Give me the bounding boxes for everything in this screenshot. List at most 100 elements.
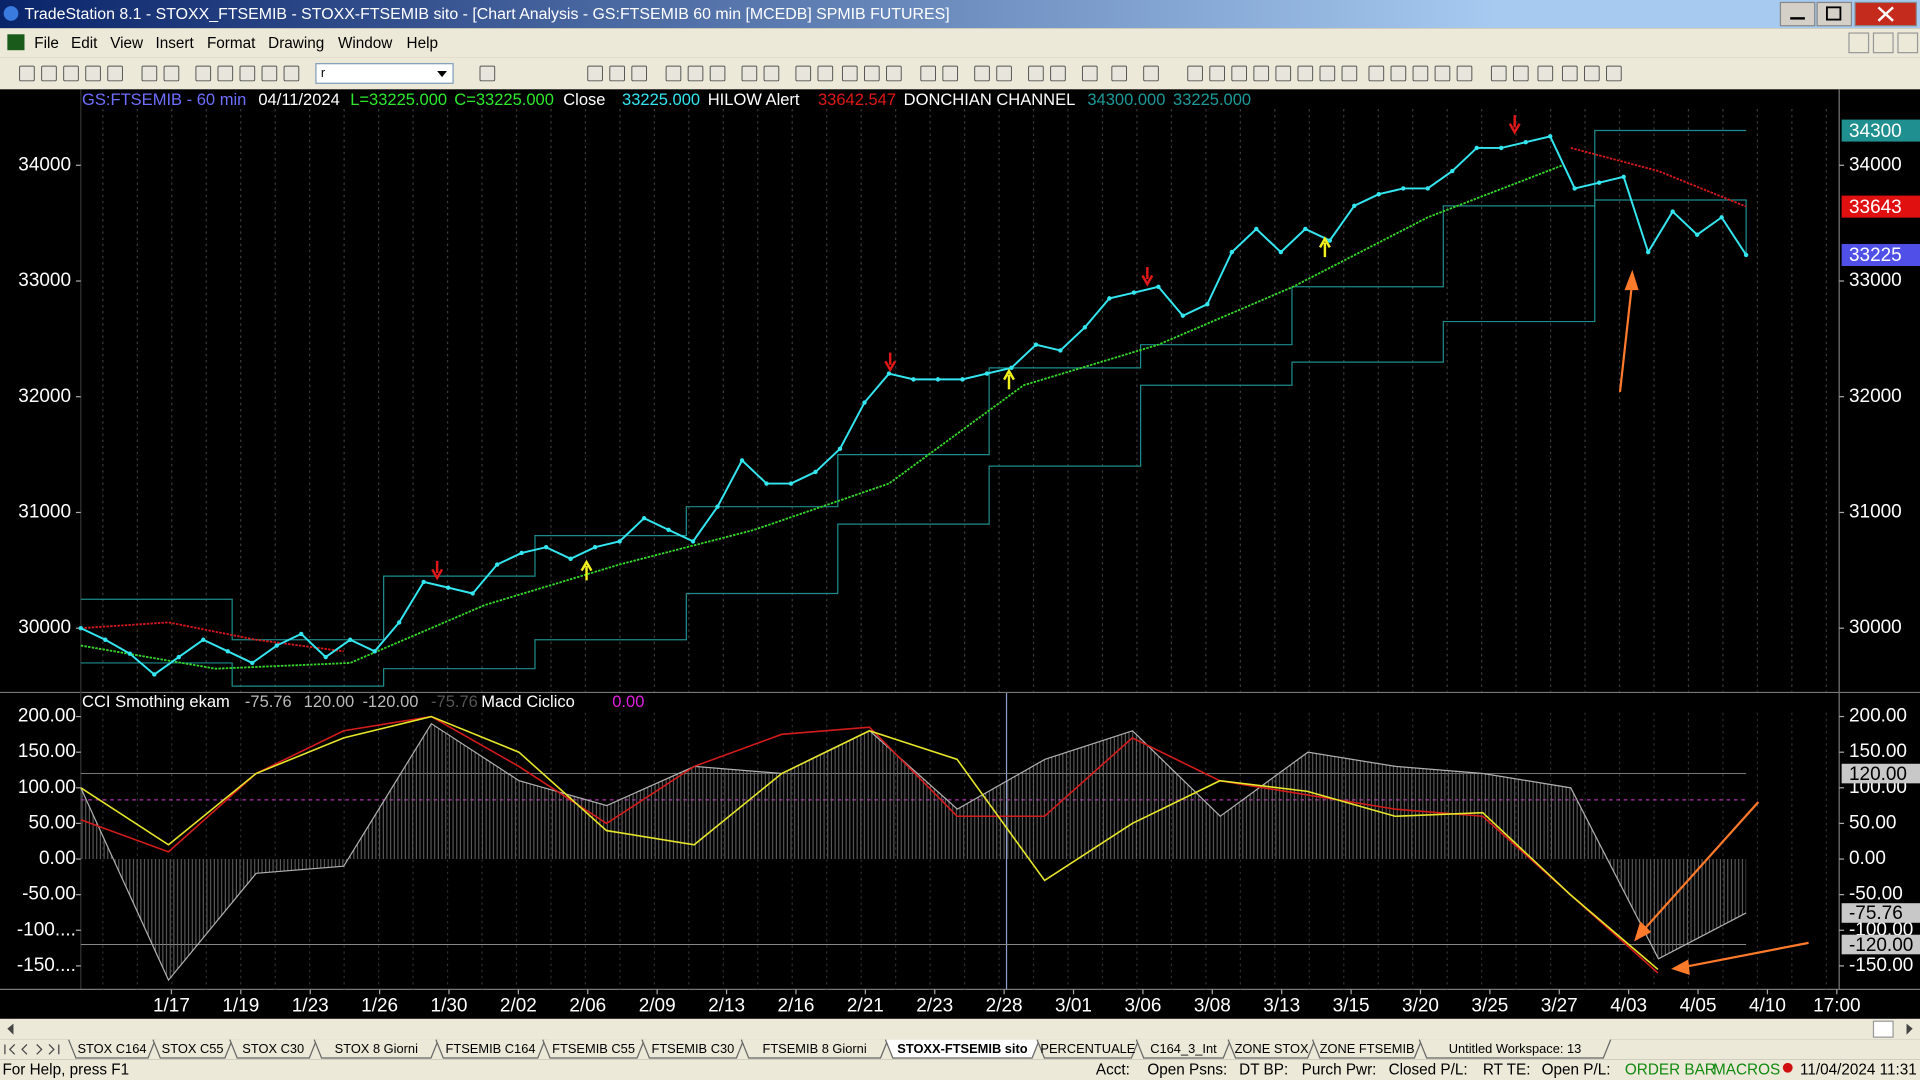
toolbar-button[interactable] xyxy=(163,65,180,82)
horizontal-scrollbar[interactable] xyxy=(0,1018,1920,1040)
cci-line xyxy=(80,722,1747,982)
tab[interactable] xyxy=(435,1039,546,1059)
tab[interactable] xyxy=(229,1039,318,1059)
tab-label: FTSEMIB C30 xyxy=(651,1041,734,1056)
toolbar-button[interactable] xyxy=(920,65,937,82)
toolbar-button[interactable] xyxy=(1368,65,1385,82)
toolbar-button[interactable] xyxy=(1187,65,1203,82)
toolbar-button[interactable] xyxy=(996,65,1012,82)
toolbar-button[interactable] xyxy=(942,65,959,82)
toolbar-button[interactable] xyxy=(763,65,780,82)
toolbar-button[interactable] xyxy=(1341,65,1358,82)
tab[interactable] xyxy=(641,1039,745,1059)
toolbar-button[interactable] xyxy=(261,65,278,82)
toolbar-button[interactable] xyxy=(107,65,123,82)
toolbar-button[interactable] xyxy=(795,65,812,82)
menu-item[interactable]: Format xyxy=(207,35,256,52)
toolbar-button[interactable] xyxy=(217,65,234,82)
toolbar-button[interactable] xyxy=(709,65,726,82)
menu-item[interactable]: View xyxy=(110,35,144,52)
toolbar-button[interactable] xyxy=(1434,65,1451,82)
status-macros[interactable]: MACROS xyxy=(1713,1061,1780,1078)
status-order-bar[interactable]: ORDER BAR xyxy=(1625,1061,1716,1078)
tab[interactable] xyxy=(1036,1039,1140,1059)
scroll-thumb[interactable] xyxy=(1872,1020,1894,1038)
toolbar-button[interactable] xyxy=(974,65,990,82)
toolbar-button[interactable] xyxy=(283,65,300,82)
tab[interactable] xyxy=(1227,1039,1316,1059)
toolbar-button[interactable] xyxy=(85,65,101,82)
toolbar-button[interactable] xyxy=(1050,65,1066,82)
minimize-button[interactable] xyxy=(1779,1,1816,27)
toolbar-button[interactable] xyxy=(1111,65,1128,82)
indicator-marker xyxy=(1841,903,1920,923)
toolbar-button[interactable] xyxy=(886,65,902,82)
menu-item[interactable]: Insert xyxy=(156,35,195,52)
toolbar-button[interactable] xyxy=(1561,65,1578,82)
toolbar-button[interactable] xyxy=(1456,65,1473,82)
toolbar-button[interactable] xyxy=(864,65,880,82)
toolbar-button[interactable] xyxy=(479,65,496,82)
hilow-line xyxy=(80,147,1747,653)
tab[interactable] xyxy=(313,1039,439,1059)
tab[interactable] xyxy=(1135,1039,1232,1059)
toolbar-button[interactable] xyxy=(1490,65,1507,82)
x-tick-label: 3/08 xyxy=(1194,996,1231,1017)
menu-item[interactable]: Drawing xyxy=(268,35,324,52)
toolbar-button[interactable] xyxy=(1231,65,1248,82)
toolbar-button[interactable] xyxy=(741,65,758,82)
toolbar-button[interactable] xyxy=(1209,65,1225,82)
tab-nav[interactable] xyxy=(4,1044,60,1055)
toolbar-button[interactable] xyxy=(665,65,682,82)
tab[interactable] xyxy=(740,1039,889,1059)
tab[interactable] xyxy=(542,1039,646,1059)
annotation-arrowhead xyxy=(1624,269,1639,291)
toolbar-button[interactable] xyxy=(1412,65,1429,82)
toolbar-button[interactable] xyxy=(195,65,212,82)
toolbar-button[interactable] xyxy=(1390,65,1407,82)
tab[interactable] xyxy=(884,1039,1041,1059)
toolbar-button[interactable] xyxy=(239,65,256,82)
toolbar-button[interactable] xyxy=(1537,65,1554,82)
menu-item[interactable]: File xyxy=(34,35,59,52)
toolbar-button[interactable] xyxy=(609,65,625,82)
toolbar-button[interactable] xyxy=(1253,65,1270,82)
tab[interactable] xyxy=(152,1039,233,1059)
status-field: RT TE: xyxy=(1483,1061,1531,1078)
close-point xyxy=(568,556,573,561)
status-help: For Help, press F1 xyxy=(2,1061,129,1078)
toolbar-button[interactable] xyxy=(1275,65,1292,82)
toolbar-button[interactable] xyxy=(1512,65,1529,82)
toolbar-button[interactable] xyxy=(841,65,858,82)
toolbar-button[interactable] xyxy=(1319,65,1336,82)
symbol-combo[interactable] xyxy=(315,63,454,84)
mdi-close[interactable] xyxy=(1897,32,1919,54)
toolbar-button[interactable] xyxy=(141,65,158,82)
tab-label: STOX C164 xyxy=(77,1041,146,1056)
toolbar-button[interactable] xyxy=(587,65,603,82)
menu-item[interactable]: Window xyxy=(338,35,393,52)
toolbar-button[interactable] xyxy=(1297,65,1314,82)
toolbar-button[interactable] xyxy=(41,65,57,82)
menu-item[interactable]: Help xyxy=(407,35,438,52)
tab[interactable] xyxy=(1311,1039,1423,1059)
toolbar-button[interactable] xyxy=(1081,65,1098,82)
x-tick-label: 4/03 xyxy=(1610,996,1647,1017)
tab[interactable] xyxy=(68,1039,156,1059)
toolbar-button[interactable] xyxy=(687,65,704,82)
toolbar-button[interactable] xyxy=(1143,65,1159,82)
toolbar-button[interactable] xyxy=(817,65,834,82)
mdi-restore[interactable] xyxy=(1872,32,1894,54)
menu-item[interactable]: Edit xyxy=(71,35,98,52)
close-point xyxy=(176,654,181,660)
toolbar-button[interactable] xyxy=(1028,65,1044,82)
toolbar-button[interactable] xyxy=(1584,65,1600,82)
toolbar-button[interactable] xyxy=(631,65,648,82)
toolbar-button[interactable] xyxy=(63,65,79,82)
toolbar-button[interactable] xyxy=(19,65,35,82)
mdi-minimize[interactable] xyxy=(1848,32,1870,54)
tab[interactable] xyxy=(1418,1039,1612,1059)
toolbar-button[interactable] xyxy=(1606,65,1622,82)
restore-button[interactable] xyxy=(1816,1,1853,27)
close-point xyxy=(1131,290,1137,295)
